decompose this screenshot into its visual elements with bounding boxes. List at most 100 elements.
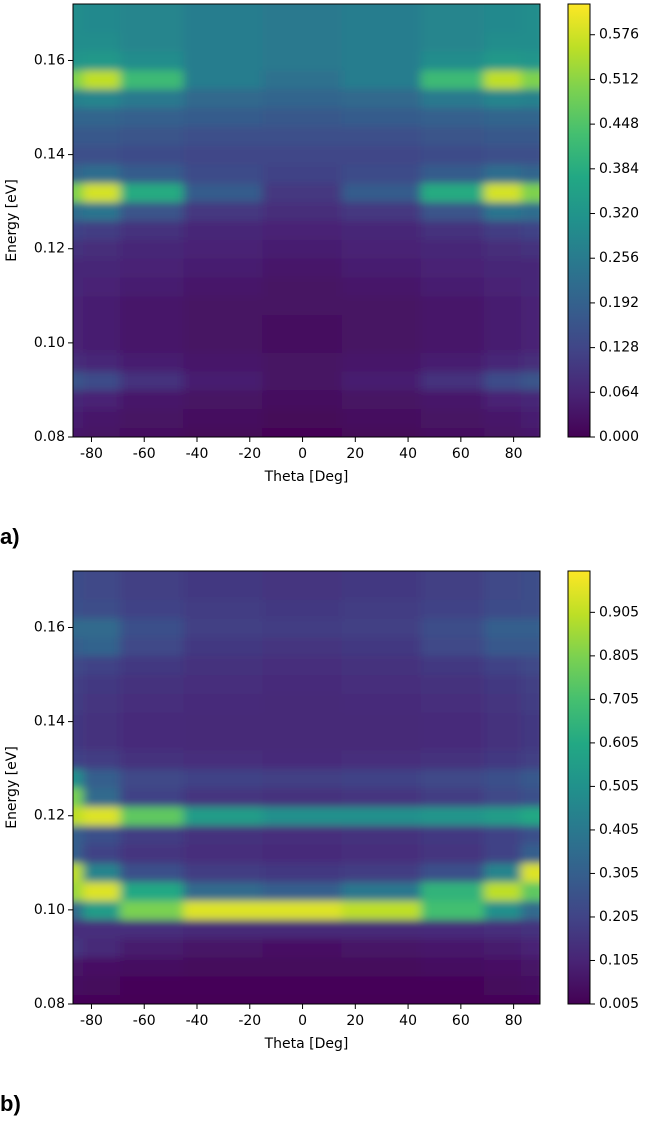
heatmap-cell	[119, 276, 185, 297]
heatmap-cell	[420, 899, 486, 920]
heatmap-cell	[420, 975, 486, 996]
panel-label: a)	[0, 524, 20, 549]
heatmap-cell	[484, 617, 523, 638]
heatmap-cell	[341, 956, 422, 977]
heatmap-cell	[83, 427, 121, 437]
heatmap-cell	[119, 692, 185, 713]
colorbar-tick-label: 0.448	[599, 116, 639, 132]
heatmap-cell	[341, 107, 422, 127]
heatmap-cell	[73, 69, 85, 90]
heatmap-cell	[183, 389, 264, 410]
heatmap-cell	[341, 937, 422, 958]
heatmap-cell	[484, 238, 523, 259]
heatmap-cell	[119, 918, 185, 939]
heatmap-cell	[83, 408, 121, 429]
heatmap-cell	[83, 370, 121, 391]
heatmap-cell	[183, 805, 264, 826]
heatmap-cell	[83, 201, 121, 221]
heatmap-cell	[73, 843, 85, 864]
heatmap-cell	[183, 571, 264, 581]
heatmap-cell	[262, 408, 343, 429]
heatmap-cell	[341, 4, 422, 14]
heatmap-cell	[341, 579, 422, 600]
heatmap-cell	[262, 899, 343, 920]
heatmap-cell	[183, 408, 264, 429]
heatmap-cell	[420, 617, 486, 638]
heatmap-cell	[484, 571, 523, 581]
heatmap-cell	[262, 88, 343, 109]
colorbar-tick-label: 0.605	[599, 735, 639, 751]
heatmap-cell	[83, 163, 121, 184]
heatmap-cell	[73, 332, 85, 353]
colorbar-tick-label: 0.256	[599, 250, 639, 266]
heatmap-cell	[183, 163, 264, 184]
colorbar-tick-label: 0.205	[599, 909, 639, 925]
heatmap-cell	[119, 749, 185, 770]
heatmap-cell	[521, 389, 540, 410]
heatmap-cell	[183, 4, 264, 14]
heatmap-cell	[420, 824, 486, 845]
y-tick-label: 0.12	[34, 808, 65, 824]
heatmap-cell	[183, 144, 264, 165]
heatmap-cell	[183, 862, 264, 883]
heatmap-cell	[183, 201, 264, 221]
heatmap-cell	[183, 31, 264, 52]
y-tick-label: 0.10	[34, 335, 65, 351]
heatmap-cell	[341, 768, 422, 788]
heatmap-cell	[341, 655, 422, 676]
colorbar-tick-label: 0.576	[599, 27, 639, 43]
heatmap-cell	[119, 730, 185, 751]
heatmap-cell	[119, 163, 185, 184]
heatmap-cell	[119, 787, 185, 807]
heatmap-cell	[83, 787, 121, 807]
heatmap-cell	[262, 843, 343, 864]
heatmap-cell	[484, 692, 523, 713]
colorbar-tick-label: 0.512	[599, 71, 639, 87]
heatmap-cell	[262, 881, 343, 901]
heatmap-cell	[521, 257, 540, 278]
heatmap-cell	[341, 50, 422, 71]
heatmap-cell	[420, 276, 486, 297]
heatmap-cell	[341, 201, 422, 221]
heatmap-cell	[420, 862, 486, 883]
heatmap-cell	[262, 332, 343, 353]
x-tick-label: 0	[298, 1013, 307, 1029]
heatmap-cell	[341, 88, 422, 109]
heatmap-cell	[73, 730, 85, 751]
x-tick-label: -20	[238, 1013, 261, 1029]
heatmap-cell	[521, 899, 540, 920]
heatmap-cell	[484, 843, 523, 864]
heatmap-cell	[341, 711, 422, 732]
heatmap-cell	[521, 332, 540, 353]
heatmap-cell	[183, 636, 264, 657]
heatmap-cell	[83, 711, 121, 732]
heatmap-cell	[484, 749, 523, 770]
heatmap-cell	[73, 144, 85, 165]
x-tick-label: 60	[452, 1013, 470, 1029]
colorbar-tick-label: 0.505	[599, 778, 639, 794]
heatmap-cell	[83, 276, 121, 297]
heatmap-cell	[119, 711, 185, 732]
heatmap-cell	[119, 881, 185, 901]
heatmap-cell	[420, 107, 486, 127]
heatmap-cell	[484, 711, 523, 732]
heatmap-cell	[119, 824, 185, 845]
heatmap-cell	[521, 956, 540, 977]
heatmap-cell	[83, 674, 121, 694]
heatmap-cell	[73, 918, 85, 939]
heatmap-cell	[484, 88, 523, 109]
y-tick-label: 0.12	[34, 241, 65, 257]
heatmap-cell	[262, 824, 343, 845]
heatmap-cell	[183, 370, 264, 391]
heatmap-cell	[521, 238, 540, 259]
heatmap-cell	[262, 975, 343, 996]
heatmap-cell	[341, 182, 422, 203]
heatmap-cell	[521, 768, 540, 788]
heatmap-cell	[183, 899, 264, 920]
heatmap-cell	[73, 4, 85, 14]
heatmap-cell	[119, 107, 185, 127]
heatmap-cell	[262, 238, 343, 259]
heatmap-cell	[420, 69, 486, 90]
heatmap-cell	[262, 692, 343, 713]
heatmap-cell	[484, 12, 523, 33]
